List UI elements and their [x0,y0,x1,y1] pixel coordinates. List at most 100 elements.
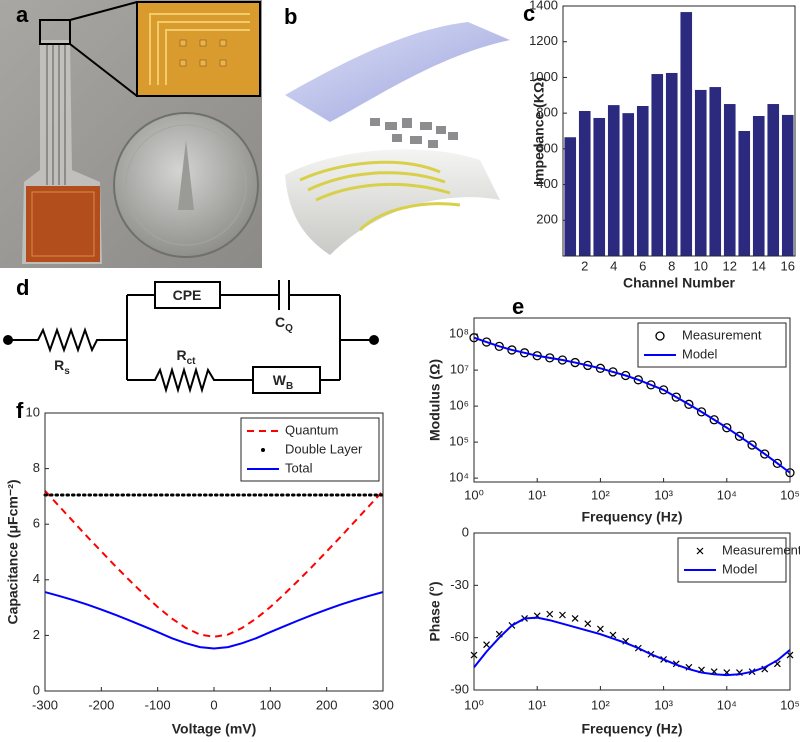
y-tick-label: 0 [33,682,40,697]
bar [607,105,620,256]
panel-label: c [523,1,535,26]
panel-label: e [512,294,524,319]
x-tick-label: 14 [752,258,766,273]
bar [767,104,780,257]
series-line [473,336,791,474]
x-tick-label: 10⁵ [780,697,800,712]
y-tick-label: -30 [450,577,469,592]
marker [658,385,669,395]
y-tick-label: 10 [26,404,40,419]
y-tick-label: -60 [450,629,469,644]
bar [593,117,606,256]
marker [772,458,783,469]
y-tick-label: 4 [33,571,40,586]
x-tick-label: 0 [210,697,217,712]
panel-label: a [16,2,29,27]
x-axis-label: Voltage (mV) [172,721,257,737]
bar [564,137,577,256]
marker [747,440,757,450]
y-axis-label: Phase (°) [427,581,443,641]
y-axis-label: Impedance (KΩ) [531,77,547,185]
x-tick-label: 10¹ [528,487,547,502]
x-tick-label: 200 [316,697,338,712]
y-tick-label: 200 [536,212,558,227]
marker [483,641,490,649]
x-tick-label: 10⁴ [717,697,737,712]
legend-label: Measurement [682,327,762,342]
photo-a [0,0,262,268]
x-tick-label: 10⁰ [464,487,484,502]
panel-label: d [16,275,29,300]
x-tick-label: 16 [781,258,795,273]
y-tick-label: 10⁴ [449,470,469,485]
marker [584,620,592,628]
bar [622,113,635,257]
marker [722,423,732,433]
x-tick-label: 10¹ [528,697,547,712]
marker [481,337,492,347]
legend-label: Model [682,346,718,361]
x-axis-label: Frequency (Hz) [581,509,682,525]
legend [677,537,787,583]
x-tick-label: 2 [581,258,588,273]
x-tick-label: 10² [591,487,610,502]
x-tick-label: -300 [32,697,58,712]
bar [738,131,751,256]
marker [608,367,618,377]
bar [723,104,736,257]
x-tick-label: -200 [88,697,114,712]
marker [596,625,604,633]
x-tick-label: 10⁵ [780,487,800,502]
marker [571,615,579,622]
bar [651,74,664,257]
bar [781,114,794,256]
legend-label: Total [285,460,313,475]
legend-swatch [261,448,265,452]
x-tick-label: 10⁴ [717,487,737,502]
y-tick-label: 0 [462,524,469,539]
y-tick-label: 1400 [529,0,558,12]
x-tick-label: 10⁰ [464,697,484,712]
plot-frame [44,412,384,692]
circuit-label: WB [273,372,293,392]
y-tick-label: 800 [536,105,558,120]
marker [671,392,681,402]
y-tick-label: 2 [33,627,40,642]
y-axis-label: Capacitance (μFcm⁻²) [5,479,21,624]
marker [559,611,566,619]
panel-label: f [16,398,24,423]
y-tick-label: 10⁷ [450,362,469,377]
marker [621,370,631,381]
y-tick-label: 400 [536,176,558,191]
marker [684,399,694,409]
x-tick-label: 12 [723,258,737,273]
bar [680,12,693,257]
x-tick-label: 300 [372,697,394,712]
y-tick-label: 10⁸ [449,326,469,341]
y-tick-label: 8 [33,460,40,475]
x-tick-label: 10³ [654,487,673,502]
y-axis-label: Modulus (Ω) [427,359,443,441]
x-tick-label: -100 [145,697,171,712]
marker [709,415,719,425]
circuit: Rs CPE CQ Rct WB [3,280,379,394]
y-tick-label: -90 [450,681,469,696]
bar [752,116,765,256]
marker [546,610,554,618]
marker [734,431,745,441]
bar [636,106,649,256]
bar [709,87,722,256]
y-tick-label: 1000 [529,69,558,84]
y-tick-label: 1200 [529,33,558,48]
x-tick-label: 6 [639,258,646,273]
series-line [473,616,791,677]
y-tick-label: 6 [33,516,40,531]
bar [694,89,707,256]
x-tick-label: 100 [259,697,281,712]
illustration-b [285,22,510,255]
marker [494,341,504,351]
series-line [44,591,384,650]
legend-label: Quantum [285,422,338,437]
y-tick-label: 600 [536,140,558,155]
